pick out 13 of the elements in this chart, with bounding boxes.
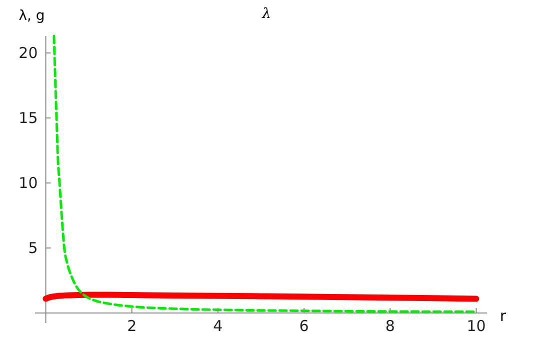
y-axis-title: λ, g (18, 8, 45, 24)
x-tick-label: 10 (466, 317, 486, 335)
line-series (52, 34, 478, 313)
y-tick-label: 15 (18, 108, 38, 127)
x-tick-label: 2 (127, 317, 137, 335)
x-tick-label: 6 (299, 317, 309, 335)
x-tick-label: 4 (213, 317, 223, 335)
x-axis-title: r (500, 307, 507, 325)
chart-title: λ (261, 6, 271, 22)
y-tick-label: 20 (18, 44, 38, 62)
x-tick-label: 8 (385, 317, 395, 335)
y-tick-label: 5 (28, 238, 38, 257)
y-tick-label: 10 (18, 174, 38, 192)
